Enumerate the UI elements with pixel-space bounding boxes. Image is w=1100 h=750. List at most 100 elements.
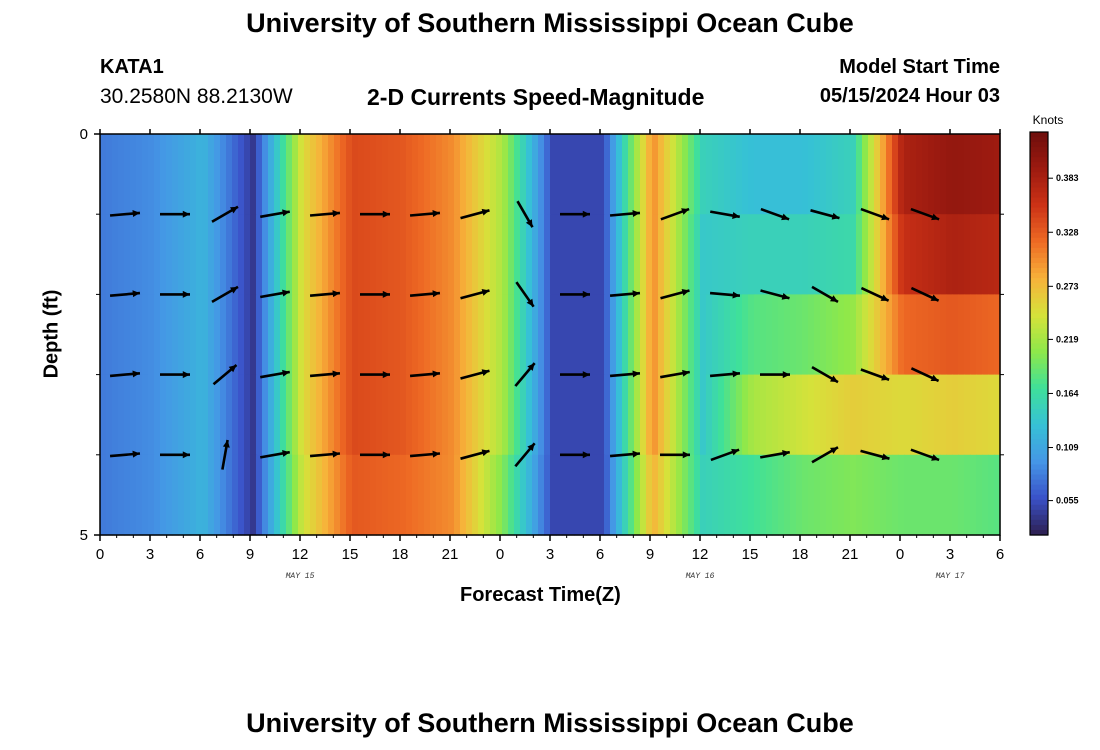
heatmap-cell xyxy=(430,294,437,376)
colorbar-segment xyxy=(1030,288,1048,294)
heatmap-cell xyxy=(640,374,647,456)
heatmap-cell xyxy=(370,374,377,456)
heatmap-cell xyxy=(580,294,587,376)
heatmap-cell xyxy=(496,134,503,215)
heatmap-cell xyxy=(232,454,239,536)
heatmap-cell xyxy=(742,374,749,456)
heatmap-cell xyxy=(760,454,767,536)
heatmap-cell xyxy=(844,374,851,456)
heatmap-cell xyxy=(202,374,209,456)
heatmap-cell xyxy=(724,374,731,456)
heatmap-cell xyxy=(520,214,527,295)
heatmap-cell xyxy=(520,294,527,376)
heatmap-cell xyxy=(958,134,965,215)
heatmap-cell xyxy=(706,454,713,536)
heatmap-cell xyxy=(718,374,725,456)
heatmap-cell xyxy=(856,134,863,215)
current-arrow-head xyxy=(682,369,690,377)
heatmap-cell xyxy=(964,454,971,536)
heatmap-cell xyxy=(874,214,881,295)
heatmap-cell xyxy=(334,294,341,376)
heatmap-cell xyxy=(370,134,377,215)
current-arrow-head xyxy=(222,440,230,448)
heatmap-cell xyxy=(196,454,203,536)
heatmap-cell xyxy=(520,134,527,215)
colorbar-segment xyxy=(1030,273,1048,279)
current-arrow-head xyxy=(582,371,590,379)
colorbar-segment xyxy=(1030,318,1048,325)
heatmap-cell xyxy=(130,214,137,295)
heatmap-cell xyxy=(580,454,587,536)
heatmap-cell xyxy=(982,134,989,215)
current-arrow-head xyxy=(930,374,939,382)
heatmap-cell xyxy=(382,374,389,456)
heatmap-cell xyxy=(760,134,767,215)
colorbar-segment xyxy=(1030,328,1048,335)
heatmap-cell xyxy=(556,214,563,295)
current-arrow-head xyxy=(332,450,340,458)
heatmap-cell xyxy=(862,454,869,536)
heatmap-cell xyxy=(946,454,953,536)
heatmap-cell xyxy=(394,454,401,536)
heatmap-cell xyxy=(880,454,887,536)
heatmap-cell xyxy=(628,134,635,215)
heatmap-cell xyxy=(118,134,125,215)
colorbar-segment xyxy=(1030,358,1048,365)
heatmap-cell xyxy=(664,134,671,215)
heatmap-cell xyxy=(394,294,401,376)
current-arrow-head xyxy=(182,210,190,218)
heatmap-cell xyxy=(364,214,371,295)
heatmap-cell xyxy=(868,134,875,215)
heatmap-cell xyxy=(328,454,335,536)
heatmap-cell xyxy=(262,374,269,456)
heatmap-cell xyxy=(496,374,503,456)
current-arrow-head xyxy=(282,289,290,297)
heatmap-cell xyxy=(724,134,731,215)
heatmap-cell xyxy=(454,134,461,215)
heatmap-cell xyxy=(322,134,329,215)
heatmap-cell xyxy=(238,374,245,456)
heatmap-cell xyxy=(856,454,863,536)
heatmap-cell xyxy=(304,454,311,536)
heatmap-cell xyxy=(898,214,905,295)
colorbar-segment xyxy=(1030,157,1048,163)
heatmap-cell xyxy=(442,134,449,215)
heatmap-cell xyxy=(190,454,197,536)
heatmap-cell xyxy=(508,454,515,536)
heatmap-cell xyxy=(118,374,125,456)
heatmap-cell xyxy=(808,134,815,215)
heatmap-cell xyxy=(802,374,809,456)
heatmap-cell xyxy=(976,214,983,295)
colorbar-segment xyxy=(1030,262,1048,269)
heatmap-cell xyxy=(280,374,287,456)
heatmap-cell xyxy=(904,134,911,215)
current-arrow-head xyxy=(731,448,740,456)
heatmap-cell xyxy=(316,214,323,295)
current-arrow-head xyxy=(732,212,740,219)
heatmap-cell xyxy=(316,454,323,536)
heatmap-cell xyxy=(136,134,143,215)
heatmap-cell xyxy=(250,134,257,215)
heatmap-cell xyxy=(370,214,377,295)
heatmap-cell xyxy=(196,374,203,456)
current-arrow-head xyxy=(681,208,690,215)
current-arrow-head xyxy=(582,210,590,218)
heatmap-cell xyxy=(784,454,791,536)
heatmap-cell xyxy=(292,454,299,536)
heatmap-cell xyxy=(352,134,359,215)
heatmap-cell xyxy=(826,294,833,376)
heatmap-cell xyxy=(634,294,641,376)
current-arrow-head xyxy=(481,289,490,296)
heatmap-cell xyxy=(928,134,935,215)
heatmap-cell xyxy=(274,294,281,376)
heatmap-cell xyxy=(838,454,845,536)
colorbar-tick-label: 0.219 xyxy=(1056,334,1079,344)
current-arrow-head xyxy=(382,290,390,298)
heatmap-cell xyxy=(910,134,917,215)
current-arrow-head xyxy=(182,290,190,298)
colorbar-segment xyxy=(1030,293,1048,299)
heatmap-cell xyxy=(916,374,923,456)
heatmap-cell xyxy=(406,214,413,295)
heatmap-cell xyxy=(538,134,545,215)
heatmap-cell xyxy=(994,214,1001,295)
